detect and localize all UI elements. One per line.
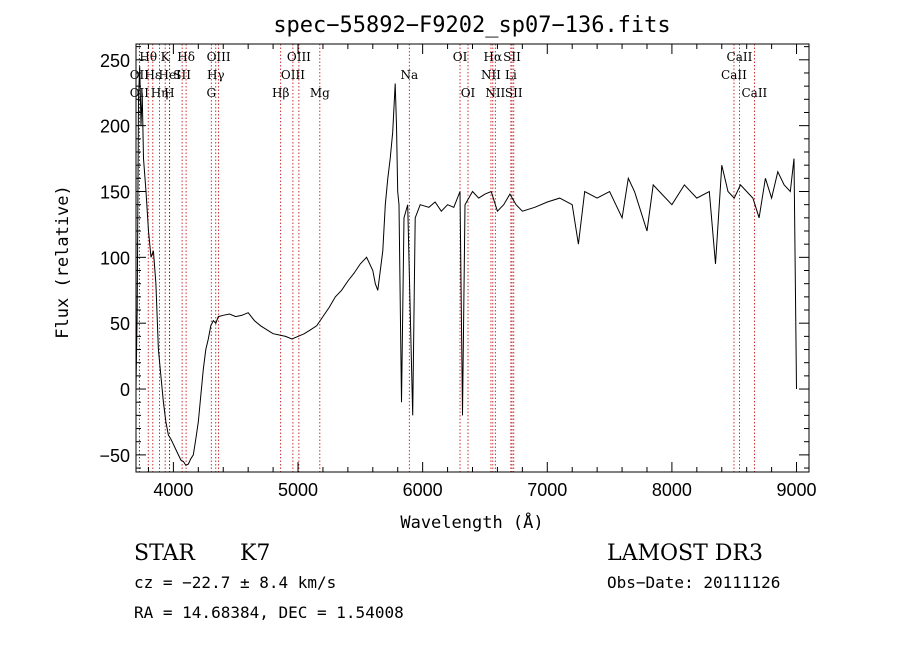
line-marker-label: Hα: [484, 50, 503, 64]
line-marker-label: G: [206, 86, 216, 100]
line-marker-label: SII: [503, 50, 521, 64]
line-marker-label: CaII: [741, 86, 767, 100]
y-tick-label: 150: [100, 182, 130, 202]
line-marker-label: SII: [505, 86, 523, 100]
redshift-cz: cz = −22.7 ± 8.4 km/s: [134, 573, 336, 592]
y-tick-label: 50: [110, 314, 130, 334]
x-tick-label: 5000: [278, 480, 318, 500]
y-tick-label: 200: [100, 117, 130, 137]
line-marker-label: Hε: [144, 68, 161, 82]
plot-frame: [135, 43, 810, 473]
line-marker-label: Hη: [151, 86, 169, 100]
object-subclass: K7: [240, 541, 270, 566]
chart-title: spec−55892−F9202_sp07−136.fits: [273, 13, 670, 38]
line-marker-label: Mg: [310, 86, 330, 100]
line-marker-label: OIII: [207, 50, 231, 64]
line-marker-label: OI: [461, 86, 476, 100]
survey-name: LAMOST DR3: [607, 541, 763, 566]
line-marker-label: HeI: [158, 68, 181, 82]
object-class: STAR: [134, 541, 196, 566]
line-marker-label: NII: [481, 68, 501, 82]
x-tick-label: 8000: [652, 480, 692, 500]
coordinates: RA = 14.68384, DEC = 1.54008: [134, 603, 404, 622]
line-marker-label: Hγ: [207, 68, 225, 82]
line-marker-label: Hβ: [272, 86, 289, 100]
y-axis-label: Flux (relative): [53, 185, 73, 339]
y-tick-label: 0: [120, 380, 130, 400]
x-axis-ticks: 4000 5000 6000 7000 8000 9000: [147, 44, 817, 500]
x-tick-label: 6000: [403, 480, 443, 500]
line-marker-label: CaII: [727, 50, 753, 64]
line-marker-label: Hθ: [139, 50, 157, 64]
line-markers: [138, 44, 755, 472]
y-axis-ticks: −50 0 50 100 150 200 250: [99, 46, 809, 469]
line-marker-label: Hδ: [177, 50, 195, 64]
obs-date: Obs−Date: 20111126: [607, 573, 780, 592]
spectrum-line: [135, 66, 797, 467]
line-marker-label: SII: [173, 68, 191, 82]
line-marker-label: OIII: [287, 50, 311, 64]
line-marker-label: Na: [400, 68, 418, 82]
x-tick-label: 4000: [153, 480, 193, 500]
line-marker-label: Li: [505, 68, 517, 82]
x-tick-label: 7000: [527, 480, 567, 500]
x-axis-label: Wavelength (Å): [400, 511, 543, 533]
x-tick-label: 9000: [777, 480, 817, 500]
y-tick-label: 100: [100, 248, 130, 268]
line-marker-label: CaII: [721, 68, 747, 82]
line-marker-label: H: [164, 86, 174, 100]
line-marker-label: NII: [485, 86, 505, 100]
line-marker-label: OIII: [281, 68, 305, 82]
line-marker-label: K: [161, 50, 171, 64]
y-tick-label: −50: [99, 446, 130, 466]
y-tick-label: 250: [100, 51, 130, 71]
line-marker-label: OII: [130, 86, 150, 100]
line-marker-label: OI: [453, 50, 468, 64]
